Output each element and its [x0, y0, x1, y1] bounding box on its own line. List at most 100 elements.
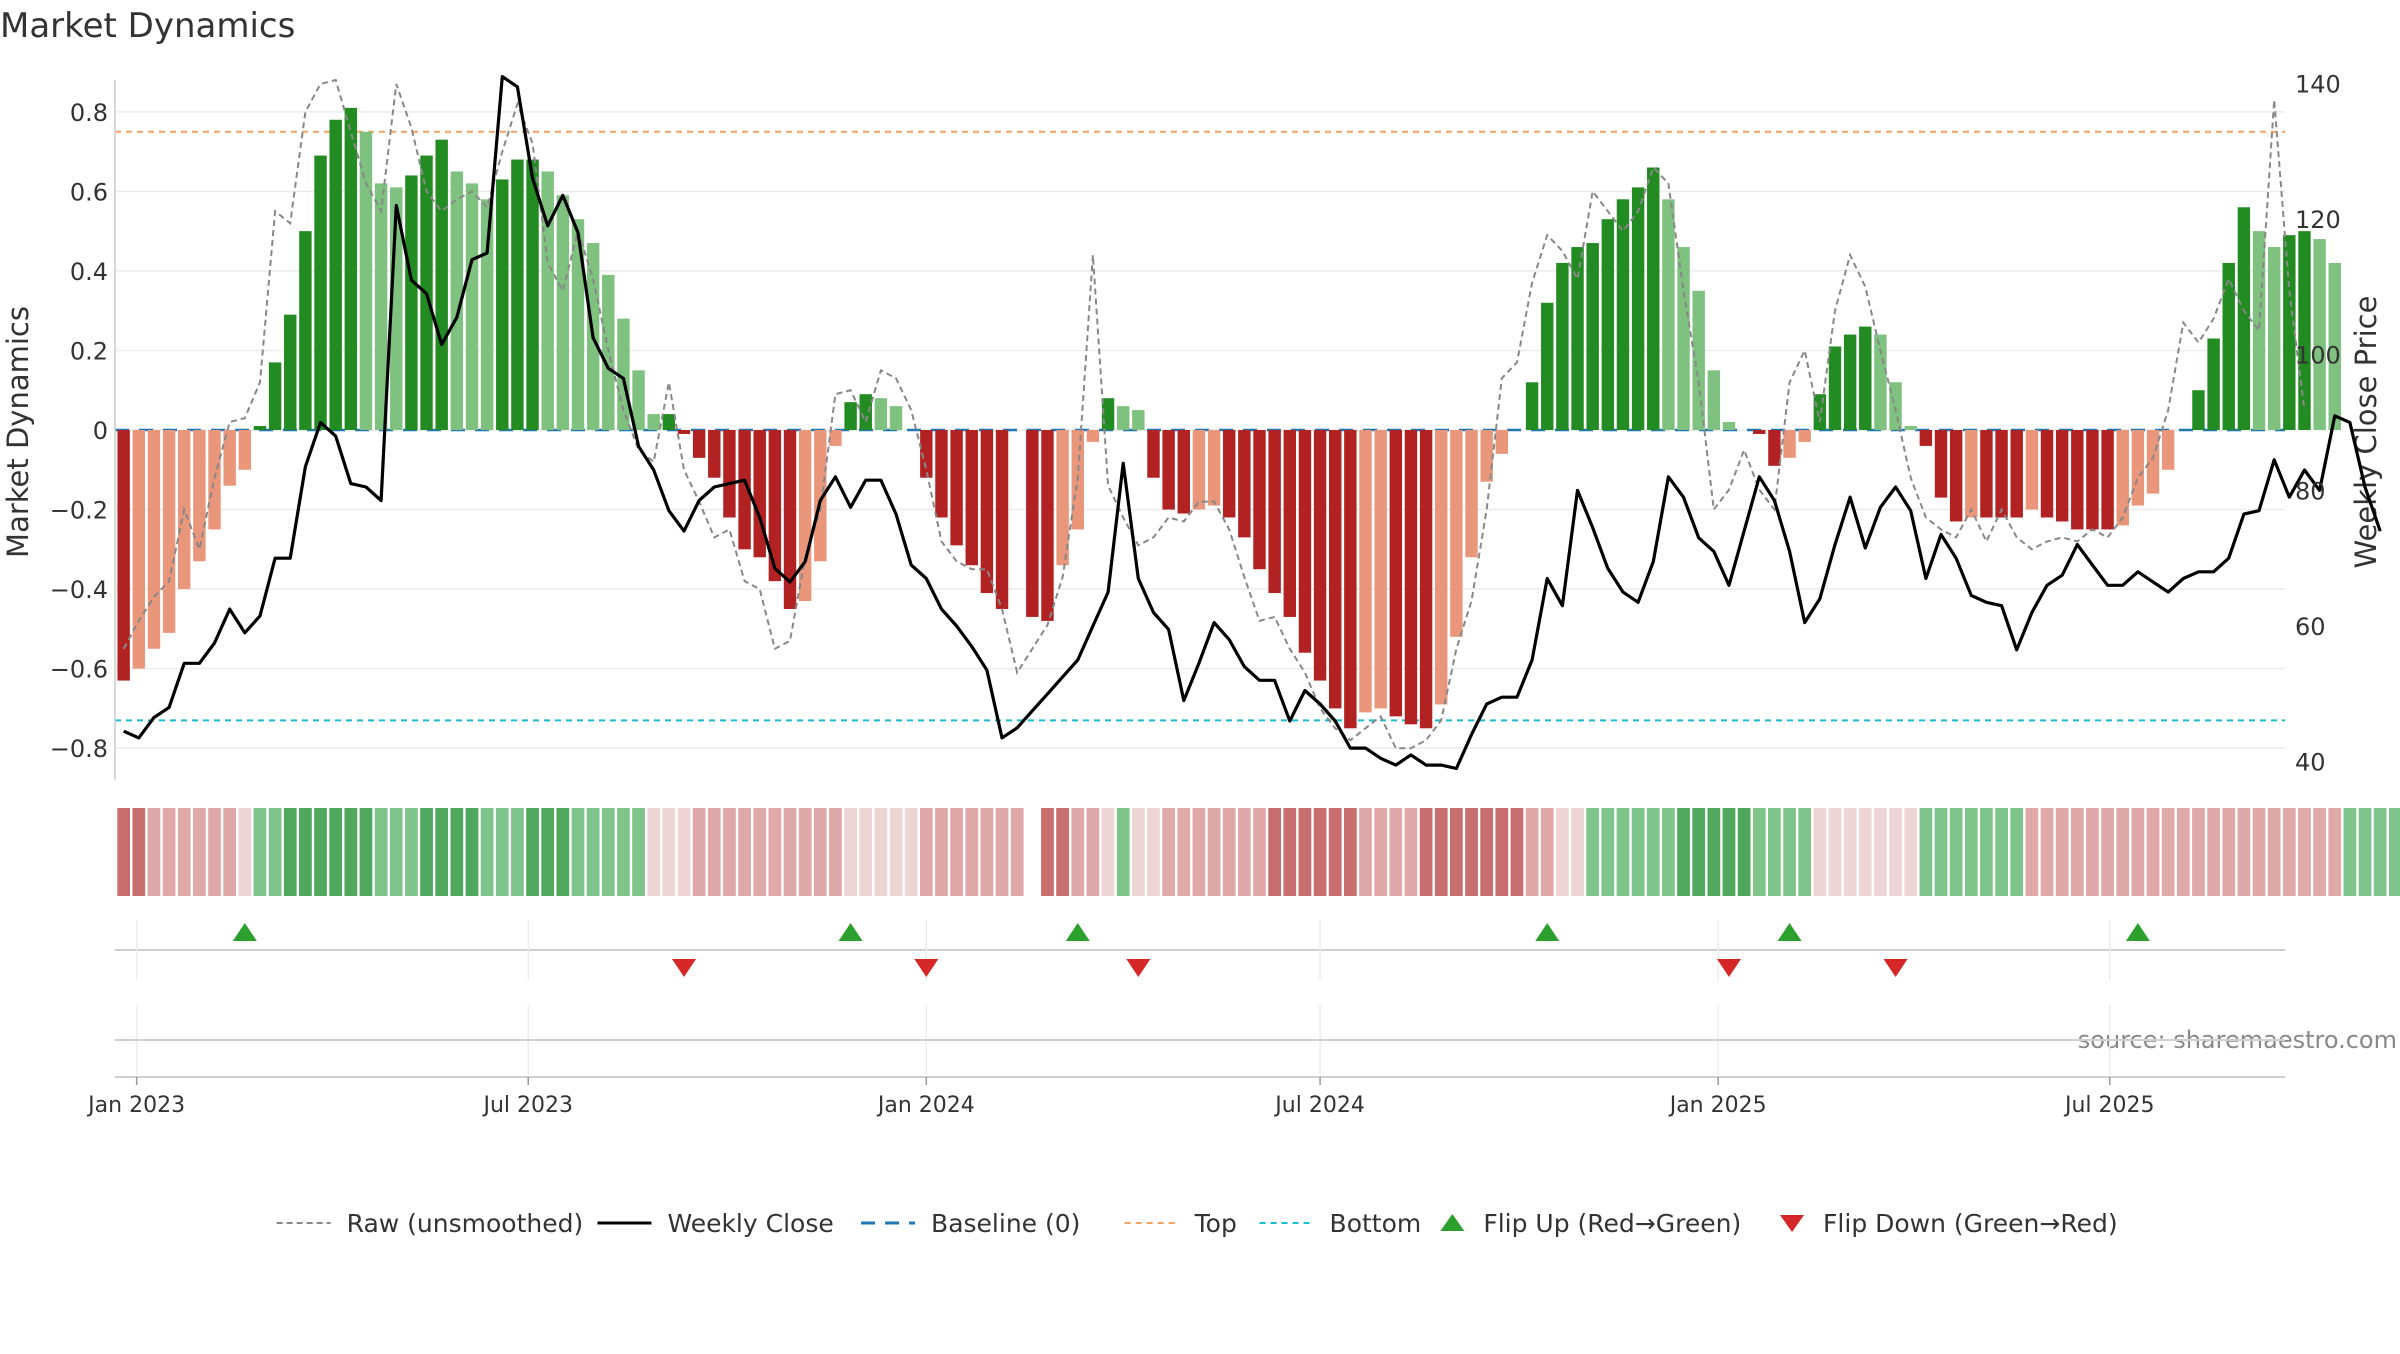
bar	[511, 159, 524, 430]
legend-label: Baseline (0)	[931, 1209, 1080, 1238]
bar	[526, 159, 539, 430]
y-tick-label-right: 100	[2295, 342, 2341, 370]
bar	[1041, 430, 1054, 621]
legend-label: Flip Down (Green→Red)	[1823, 1209, 2118, 1238]
regime-cell	[1086, 808, 1100, 896]
y-axis-left-label: Market Dynamics	[1, 306, 35, 558]
regime-cell	[1783, 808, 1796, 896]
regime-cell	[1434, 808, 1448, 896]
regime-cell	[753, 808, 767, 896]
regime-cell	[2267, 808, 2281, 896]
bar	[1086, 430, 1100, 442]
bar	[2328, 262, 2341, 430]
bar	[798, 430, 812, 602]
legend-item: Weekly Close	[597, 1209, 834, 1238]
bar	[1828, 346, 1842, 430]
flip-down-marker	[914, 959, 939, 977]
legend-swatch-flip-up	[1440, 1214, 1465, 1231]
flip-up-marker	[2125, 923, 2150, 941]
y-tick-label-right: 140	[2295, 70, 2341, 98]
bar	[1056, 430, 1069, 566]
flip-down-marker	[1883, 959, 1908, 977]
chart-title: Market Dynamics	[0, 6, 295, 46]
bar	[1949, 430, 1963, 522]
bar	[1813, 394, 1827, 430]
bar	[1435, 430, 1448, 705]
regime-cell	[1359, 808, 1372, 896]
regime-cell	[2222, 808, 2236, 896]
regime-cell	[768, 808, 782, 896]
bar	[1707, 370, 1721, 430]
bar	[268, 362, 282, 430]
flip-down-marker	[1126, 959, 1151, 977]
bar	[1344, 430, 1357, 729]
regime-cell	[2373, 808, 2387, 896]
regime-cell	[1298, 808, 1312, 896]
bar	[117, 430, 130, 681]
bar	[1919, 430, 1933, 446]
bar	[662, 414, 676, 430]
bar	[1662, 199, 1675, 430]
bar	[2252, 231, 2266, 430]
x-tick-label: Jan 2025	[1668, 1093, 1767, 1118]
regime-cell	[1616, 808, 1630, 896]
regime-cell	[1980, 808, 1993, 896]
regime-cell	[707, 808, 721, 896]
flip-up-marker	[838, 923, 863, 941]
bar	[1601, 219, 1615, 430]
regime-cell	[1071, 808, 1085, 896]
bar	[753, 430, 766, 558]
regime-cell	[389, 808, 403, 896]
regime-cell	[1995, 808, 2008, 896]
regime-cell	[950, 808, 963, 896]
bar	[1647, 167, 1660, 430]
regime-cell	[935, 808, 948, 896]
regime-cell	[2010, 808, 2024, 896]
y-tick-label-right: 80	[2295, 477, 2326, 505]
regime-cell	[1495, 808, 1509, 896]
regime-cell	[1540, 808, 1554, 896]
flip-up-marker	[1535, 923, 1560, 941]
bar	[1298, 430, 1312, 653]
flip-up-marker	[232, 923, 257, 941]
regime-cell	[1419, 808, 1433, 896]
regime-cell	[1904, 808, 1918, 896]
bar	[980, 430, 994, 594]
bar	[208, 430, 221, 530]
bar	[253, 426, 267, 430]
y-tick-label-left: −0.8	[50, 735, 108, 763]
bar	[708, 430, 721, 478]
raw-unsmoothed-line	[122, 78, 2306, 750]
regime-cell	[1737, 808, 1751, 896]
regime-cell	[480, 808, 494, 896]
regime-cell	[1631, 808, 1645, 896]
regime-cell	[1934, 808, 1948, 896]
flip-markers-panel	[115, 920, 2285, 980]
bar	[829, 430, 842, 446]
bar	[1798, 430, 1811, 442]
regime-cell	[2343, 808, 2357, 896]
bar	[1525, 382, 1539, 430]
regime-cell	[223, 808, 237, 896]
bar	[1783, 430, 1796, 458]
bar	[632, 370, 645, 430]
bar	[692, 430, 706, 458]
regime-cell	[177, 808, 191, 896]
bar	[1253, 430, 1266, 570]
y-tick-label-left: −0.2	[50, 497, 108, 525]
regime-cell	[2131, 808, 2145, 896]
regime-cell	[1313, 808, 1327, 896]
bar	[2283, 235, 2296, 430]
bar	[1222, 430, 1236, 518]
x-tick-label: Jan 2024	[876, 1093, 975, 1118]
regime-cell	[798, 808, 812, 896]
regime-cell	[405, 808, 418, 896]
regime-cell	[193, 808, 206, 896]
x-axis: Jan 2023 Jul 2023 Jan 2024 Jul 2024 Jan 2025…	[86, 1077, 2155, 1118]
bar	[2192, 390, 2205, 430]
regime-cell	[1101, 808, 1115, 896]
legend: Raw (unsmoothed) Weekly Close Baseline (0)…	[276, 1209, 2118, 1238]
y-tick-label-left: 0.2	[70, 337, 108, 365]
bar	[1465, 430, 1478, 558]
regime-cell	[117, 808, 131, 896]
